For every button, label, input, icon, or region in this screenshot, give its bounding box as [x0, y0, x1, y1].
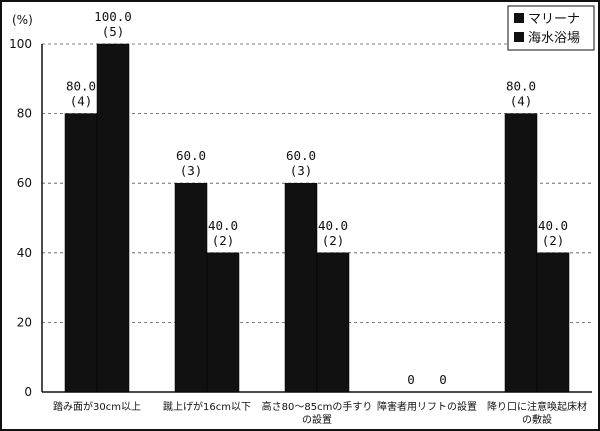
bar	[536, 252, 570, 393]
x-category-label: の敷設	[522, 413, 552, 426]
y-tick-label: 0	[24, 385, 32, 399]
y-tick-labels: 0 20 40 60 80 100	[9, 37, 32, 399]
data-label: 100.0	[94, 9, 132, 24]
bar	[96, 43, 130, 393]
data-label: (3)	[290, 163, 313, 178]
data-label: 40.0	[318, 218, 348, 233]
legend-label-beach: 海水浴場	[528, 31, 580, 46]
data-label: 80.0	[66, 79, 96, 94]
y-tick-label: 40	[17, 246, 32, 260]
data-label: (4)	[510, 94, 533, 109]
legend-swatch-beach	[514, 32, 524, 42]
data-label: 0	[439, 372, 447, 387]
bars	[64, 43, 570, 393]
y-tick-label: 80	[17, 107, 32, 121]
data-label: (2)	[212, 233, 235, 248]
x-category-label: 蹴上げが16cm以下	[163, 400, 251, 413]
x-category-label: 踏み面が30cm以上	[53, 400, 141, 413]
data-label: 80.0	[506, 79, 536, 94]
x-category-label: の設置	[302, 413, 332, 426]
data-labels: 80.0(4)100.0(5)60.0(3)40.0(2)60.0(3)40.0…	[66, 9, 568, 387]
x-category-label: 高さ80～85cmの手すり	[262, 400, 373, 413]
y-tick-label: 20	[17, 315, 32, 329]
y-tick-label: 60	[17, 176, 32, 190]
bar	[504, 113, 538, 393]
data-label: 60.0	[286, 148, 316, 163]
data-label: 40.0	[538, 218, 568, 233]
x-category-label: 降り口に注意喚起床材	[487, 400, 587, 413]
data-label: (3)	[180, 163, 203, 178]
data-label: 40.0	[208, 218, 238, 233]
bar	[284, 182, 318, 393]
bar	[64, 113, 98, 393]
data-label: (4)	[70, 94, 93, 109]
x-category-label: 障害者用リフトの設置	[377, 400, 477, 413]
bar	[206, 252, 240, 393]
y-tick-label: 100	[9, 37, 32, 51]
data-label: 60.0	[176, 148, 206, 163]
legend-label-marina: マリーナ	[528, 12, 580, 27]
data-label: (2)	[322, 233, 345, 248]
bar	[316, 252, 350, 393]
data-label: 0	[407, 372, 415, 387]
y-axis-unit-label: (%)	[12, 13, 33, 27]
legend-swatch-marina	[514, 13, 524, 23]
data-label: (2)	[542, 233, 565, 248]
bar	[174, 182, 208, 393]
legend: マリーナ 海水浴場	[507, 5, 595, 51]
gridlines	[42, 43, 592, 323]
data-label: (5)	[102, 24, 125, 39]
